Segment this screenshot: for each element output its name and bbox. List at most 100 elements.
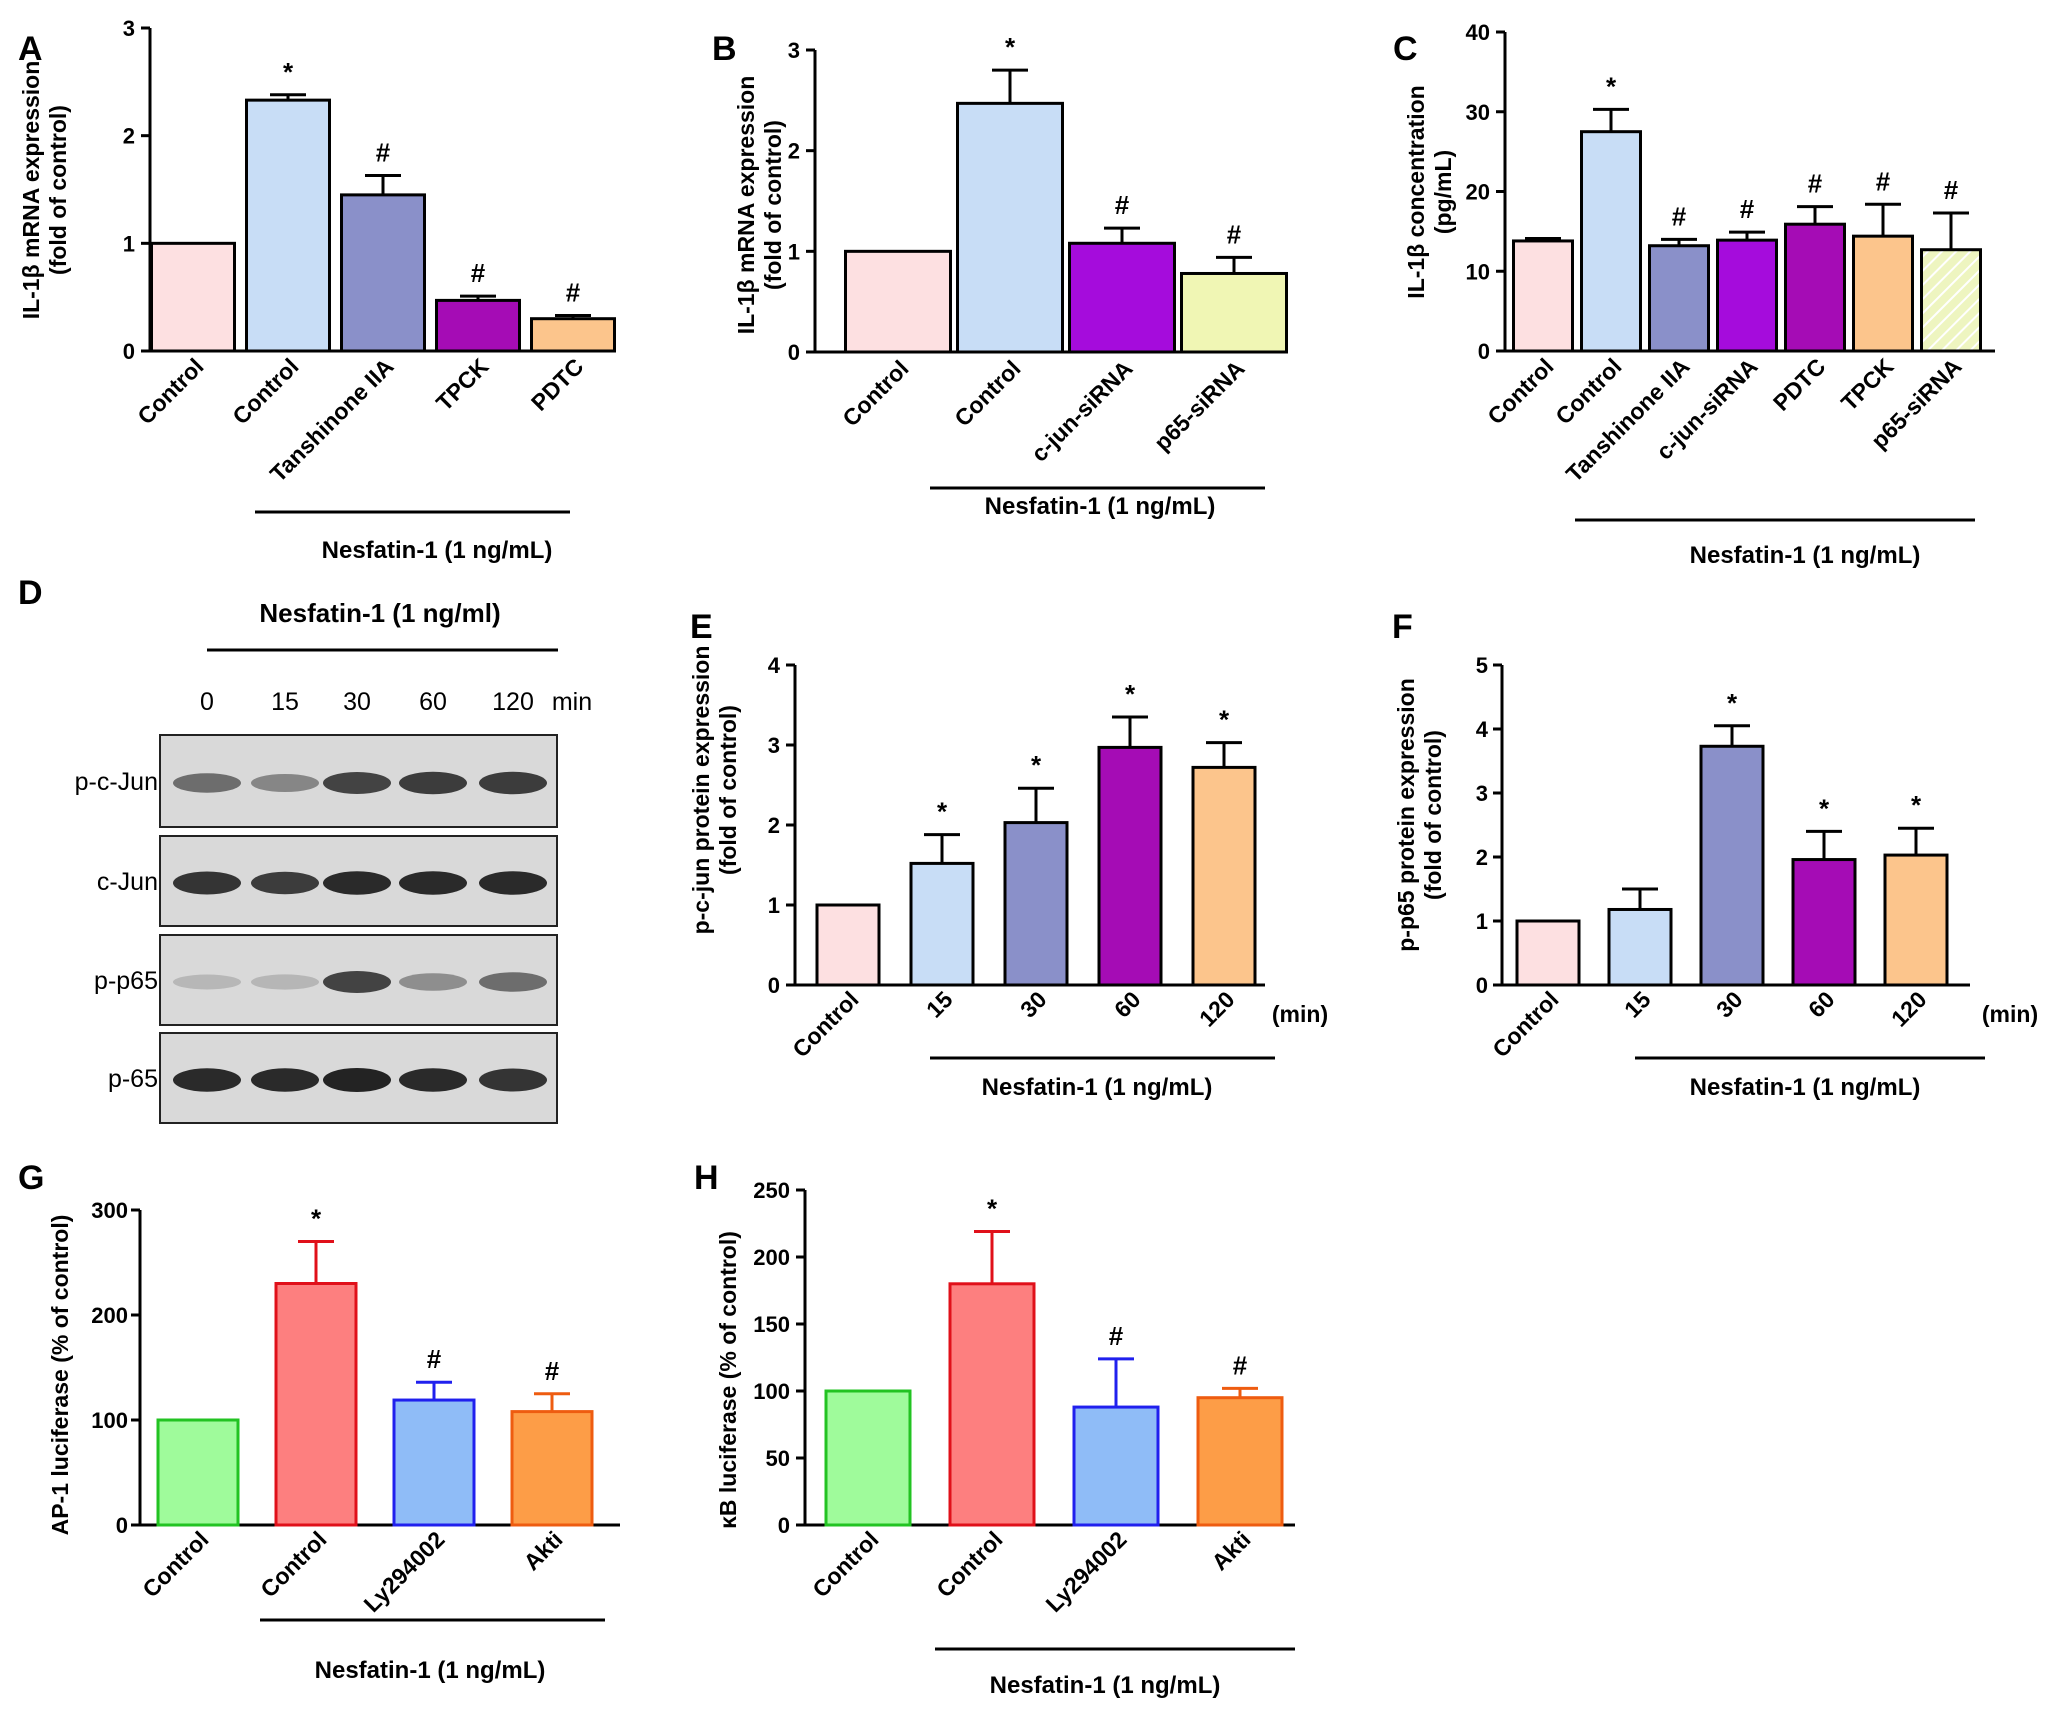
bar [1920, 248, 1982, 353]
y-axis-label-line: κB luciferase (% of control) [715, 1231, 741, 1529]
bar [1068, 241, 1176, 354]
blot-c-jun: c-Jun [97, 835, 558, 927]
significance-marker: # [545, 1356, 560, 1386]
bar [1097, 745, 1163, 987]
bar [435, 298, 521, 353]
panel-letter: B [712, 30, 737, 68]
y-axis-label-line: (fold of control) [1420, 730, 1446, 900]
bar [150, 241, 236, 353]
y-tick-label: 10 [1466, 259, 1490, 284]
y-tick-label: 2 [788, 139, 800, 164]
significance-marker: * [1819, 793, 1830, 823]
bar [1072, 1405, 1160, 1527]
blot-band [399, 1068, 467, 1092]
significance-marker: # [1808, 169, 1823, 199]
y-axis-label: p-p65 protein expression(fold of control… [1393, 678, 1446, 952]
y-tick-label: 0 [788, 340, 800, 365]
significance-marker: * [1219, 705, 1230, 735]
panel-c: C IL-1β concentration(pg/mL) 0 10 20 30 40 Cont… [1393, 20, 1995, 569]
blot-band [251, 871, 319, 895]
bar [1180, 271, 1288, 354]
bar [1512, 239, 1574, 353]
time-unit-label: min [552, 688, 592, 716]
significance-marker: * [1606, 71, 1617, 101]
y-axis-label: κB luciferase (% of control) [715, 1231, 741, 1529]
y-tick-label: 3 [123, 16, 135, 41]
x-category-label: Control [949, 355, 1025, 431]
bar [824, 1389, 912, 1527]
bar [815, 903, 881, 987]
y-axis-label: p-c-jun protein expression(fold of contr… [688, 646, 741, 935]
y-tick-label: 2 [1476, 845, 1488, 870]
bar [530, 317, 616, 353]
bar [274, 1282, 358, 1527]
significance-marker: * [1911, 790, 1922, 820]
group-label: Nesfatin-1 (1 ng/mL) [1690, 542, 1921, 569]
group-label: Nesfatin-1 (1 ng/mL) [990, 1672, 1221, 1699]
blot-p-65: p-65 [108, 1032, 558, 1124]
significance-marker: # [376, 138, 391, 168]
blot-band [323, 1068, 391, 1092]
significance-marker: # [566, 277, 581, 307]
significance-marker: * [311, 1204, 322, 1234]
y-axis-label-line: (pg/mL) [1430, 150, 1456, 234]
bar [392, 1398, 476, 1527]
blot-label: c-Jun [97, 868, 158, 896]
x-category-label: Control [807, 1526, 883, 1602]
y-axis-label-line: IL-1β mRNA expression [18, 61, 44, 320]
significance-marker: # [1227, 219, 1242, 249]
y-tick-label: 150 [753, 1312, 790, 1337]
y-tick-label: 100 [91, 1408, 128, 1433]
panel-letter: F [1392, 608, 1413, 646]
blot-band [479, 1068, 547, 1092]
bar [1580, 130, 1642, 353]
y-tick-label: 0 [1478, 339, 1490, 364]
y-tick-label: 1 [1476, 909, 1488, 934]
blot-band [399, 771, 467, 795]
significance-marker: * [937, 797, 948, 827]
x-category-label: Control [227, 353, 303, 429]
bar [1852, 234, 1914, 353]
significance-marker: # [1876, 166, 1891, 196]
y-tick-label: 4 [1476, 717, 1489, 742]
blot-band [251, 974, 319, 990]
panel-f: Fp-p65 protein expression(fold of contro… [1392, 608, 2038, 1101]
y-tick-label: 3 [768, 733, 780, 758]
x-category-label: Tanshinone IIA [1561, 353, 1695, 487]
x-category-label: 30 [1711, 986, 1747, 1022]
bar [1699, 744, 1765, 987]
bar [1003, 821, 1069, 987]
panel-g: GAP-1 luciferase (% of control) 0 100 200 30… [18, 1159, 620, 1684]
significance-marker: # [1233, 1350, 1248, 1380]
x-category-label: PDTC [1768, 353, 1831, 416]
blot-label: p-65 [108, 1065, 158, 1093]
x-category-label: Ly294002 [358, 1526, 449, 1617]
x-category-label: PDTC [526, 353, 589, 416]
x-category-label: Akti [1206, 1526, 1255, 1575]
panel-e: Ep-c-jun protein expression(fold of cont… [688, 608, 1328, 1101]
blot-band [323, 971, 391, 993]
blot-band [479, 771, 547, 795]
y-tick-label: 200 [91, 1303, 128, 1328]
y-tick-label: 3 [1476, 781, 1488, 806]
y-tick-label: 40 [1466, 20, 1490, 45]
significance-marker: * [283, 57, 294, 87]
significance-marker: # [1740, 194, 1755, 224]
bar [340, 193, 426, 353]
blot-band [323, 772, 391, 794]
y-tick-label: 5 [1476, 653, 1488, 678]
blot-band [479, 871, 547, 895]
blot-band [173, 1068, 241, 1092]
y-axis-label-line: IL-1β concentration [1403, 85, 1429, 298]
x-category-label: p65-siRNA [1149, 355, 1250, 456]
y-tick-label: 300 [91, 1198, 128, 1223]
panel-letter: A [18, 30, 43, 68]
bar [245, 98, 331, 353]
y-axis-label-line: p-c-jun protein expression [688, 646, 714, 935]
y-axis-label-line: (fold of control) [715, 705, 741, 875]
x-category-label: Control [137, 1526, 213, 1602]
significance-marker: * [987, 1194, 998, 1224]
x-category-label: c-jun-siRNA [1026, 355, 1137, 466]
y-axis-label-line: AP-1 luciferase (% of control) [47, 1215, 73, 1536]
panel-letter: C [1393, 30, 1418, 68]
